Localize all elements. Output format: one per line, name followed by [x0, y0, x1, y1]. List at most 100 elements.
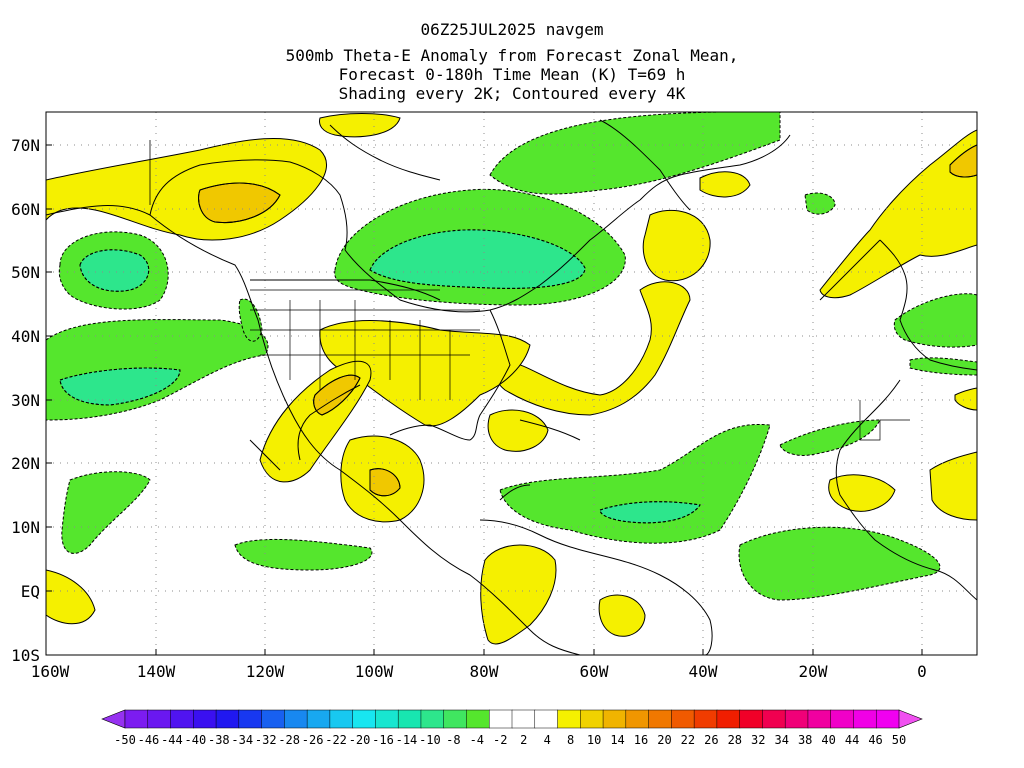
colorbar-swatch [488, 709, 513, 729]
colorbar-right-arrow [898, 709, 923, 729]
shade-neg-atlantic [499, 423, 771, 544]
colorbar-swatch [284, 709, 308, 729]
colorbar-label: 46 [868, 733, 882, 747]
colorbar-label: -32 [255, 733, 277, 747]
shade-pos-atlantic-south [598, 594, 646, 637]
lon-tick-0: 0 [917, 662, 927, 681]
colorbar-label: 50 [892, 733, 906, 747]
colorbar-swatch [602, 709, 627, 729]
colorbar-swatch [329, 709, 354, 729]
shade-pos-pacific-sw [46, 569, 96, 625]
colorbar-swatch [784, 709, 809, 729]
shade-pos-atlantic-arc [495, 281, 691, 416]
lat-tick-40n: 40N [11, 327, 40, 346]
shade-neg-europe [893, 293, 977, 348]
title-line-2: 500mb Theta-E Anomaly from Forecast Zona… [286, 46, 739, 65]
colorbar-label: -16 [372, 733, 394, 747]
colorbar-swatch [147, 709, 172, 729]
shade-neg-iberia [909, 357, 977, 376]
colorbar-label: 10 [587, 733, 601, 747]
shading-layer [46, 112, 977, 645]
shade-neg-central-pacific [234, 538, 373, 571]
colorbar-swatch [557, 709, 581, 729]
shade-pos-south-america [480, 544, 557, 645]
colorbar-label: -14 [396, 733, 418, 747]
lat-axis: 70N 60N 50N 40N 30N 20N 10N EQ 10S [11, 136, 52, 665]
colorbar-label: -10 [419, 733, 441, 747]
colorbar-swatch [648, 709, 672, 729]
shade-pos-arctic-canada [319, 113, 401, 138]
colorbar-swatches [124, 709, 900, 729]
colorbar-label: -34 [231, 733, 253, 747]
colorbar-swatch [215, 709, 240, 729]
shade-pos-med [954, 387, 977, 411]
colorbar-swatch [830, 709, 855, 729]
colorbar-swatch [193, 709, 217, 729]
lat-tick-60n: 60N [11, 200, 40, 219]
colorbar-swatch [580, 709, 604, 729]
colorbar-label: -38 [208, 733, 230, 747]
shade-neg-westcoast-us [238, 298, 263, 342]
lon-tick-80w: 80W [470, 662, 499, 681]
colorbar-swatch [693, 709, 718, 729]
shade-pos-labrador [642, 209, 711, 282]
lon-tick-100w: 100W [355, 662, 394, 681]
colorbar-swatch [397, 709, 422, 729]
lon-tick-20w: 20W [799, 662, 828, 681]
shade-neg-greenland [489, 112, 781, 195]
shade-neg-africa-west [779, 419, 881, 456]
coastlines [46, 119, 977, 655]
colorbar-label: -2 [493, 733, 507, 747]
colorbar-label: -20 [349, 733, 371, 747]
colorbar-swatch [875, 709, 900, 729]
colorbar-labels: -50 -46 -44 -40 -38 -34 -32 -28 -26 -22 -20 -16 -14-… [114, 733, 906, 747]
colorbar-label: 34 [775, 733, 789, 747]
colorbar-label: 22 [681, 733, 695, 747]
colorbar-label: -8 [446, 733, 460, 747]
colorbar-swatch [124, 709, 149, 729]
colorbar-label: 44 [845, 733, 859, 747]
colorbar-swatch [671, 709, 695, 729]
colorbar-swatch [625, 709, 650, 729]
colorbar-swatch [534, 709, 559, 729]
colorbar-label: -50 [114, 733, 136, 747]
lat-tick-10n: 10N [11, 518, 40, 537]
title-line-1: 06Z25JUL2025 navgem [420, 20, 603, 39]
colorbar-label: -22 [325, 733, 347, 747]
colorbar-swatch [170, 709, 194, 729]
colorbar-label: 28 [728, 733, 742, 747]
colorbar-label: 26 [704, 733, 718, 747]
colorbar-label: 38 [798, 733, 812, 747]
contour-lines-positive [198, 144, 977, 497]
colorbar-swatch [420, 709, 445, 729]
colorbar-swatch [306, 709, 331, 729]
lon-tick-160w: 160W [31, 662, 70, 681]
map-panel [45, 111, 978, 656]
colorbar-label: -28 [278, 733, 300, 747]
colorbar-swatch [739, 709, 763, 729]
shade-neg-pacific-south [61, 471, 151, 554]
colorbar-swatch [511, 709, 536, 729]
colorbar: -50 -46 -44 -40 -38 -34 -32 -28 -26 -22 -20 -16 -14-… [101, 709, 923, 747]
colorbar-label: -4 [470, 733, 484, 747]
shade-neg-small-greenland-s [804, 192, 836, 215]
colorbar-swatch [853, 709, 877, 729]
colorbar-label: 2 [520, 733, 527, 747]
colorbar-label: 16 [634, 733, 648, 747]
title-block: 06Z25JUL2025 navgem 500mb Theta-E Anomal… [286, 20, 739, 103]
title-line-3: Forecast 0-180h Time Mean (K) T=69 h [339, 65, 686, 84]
shade-pos-greenland-s [699, 171, 751, 198]
lat-tick-eq: EQ [21, 582, 40, 601]
colorbar-label: 40 [821, 733, 835, 747]
title-line-4: Shading every 2K; Contoured every 4K [339, 84, 686, 103]
lat-tick-10s: 10S [11, 646, 40, 665]
colorbar-swatch [375, 709, 399, 729]
colorbar-swatch [466, 709, 490, 729]
lat-tick-50n: 50N [11, 263, 40, 282]
colorbar-label: -40 [185, 733, 207, 747]
colorbar-swatch [352, 709, 376, 729]
colorbar-swatch [716, 709, 741, 729]
colorbar-label: -44 [161, 733, 183, 747]
lat-tick-20n: 20N [11, 454, 40, 473]
